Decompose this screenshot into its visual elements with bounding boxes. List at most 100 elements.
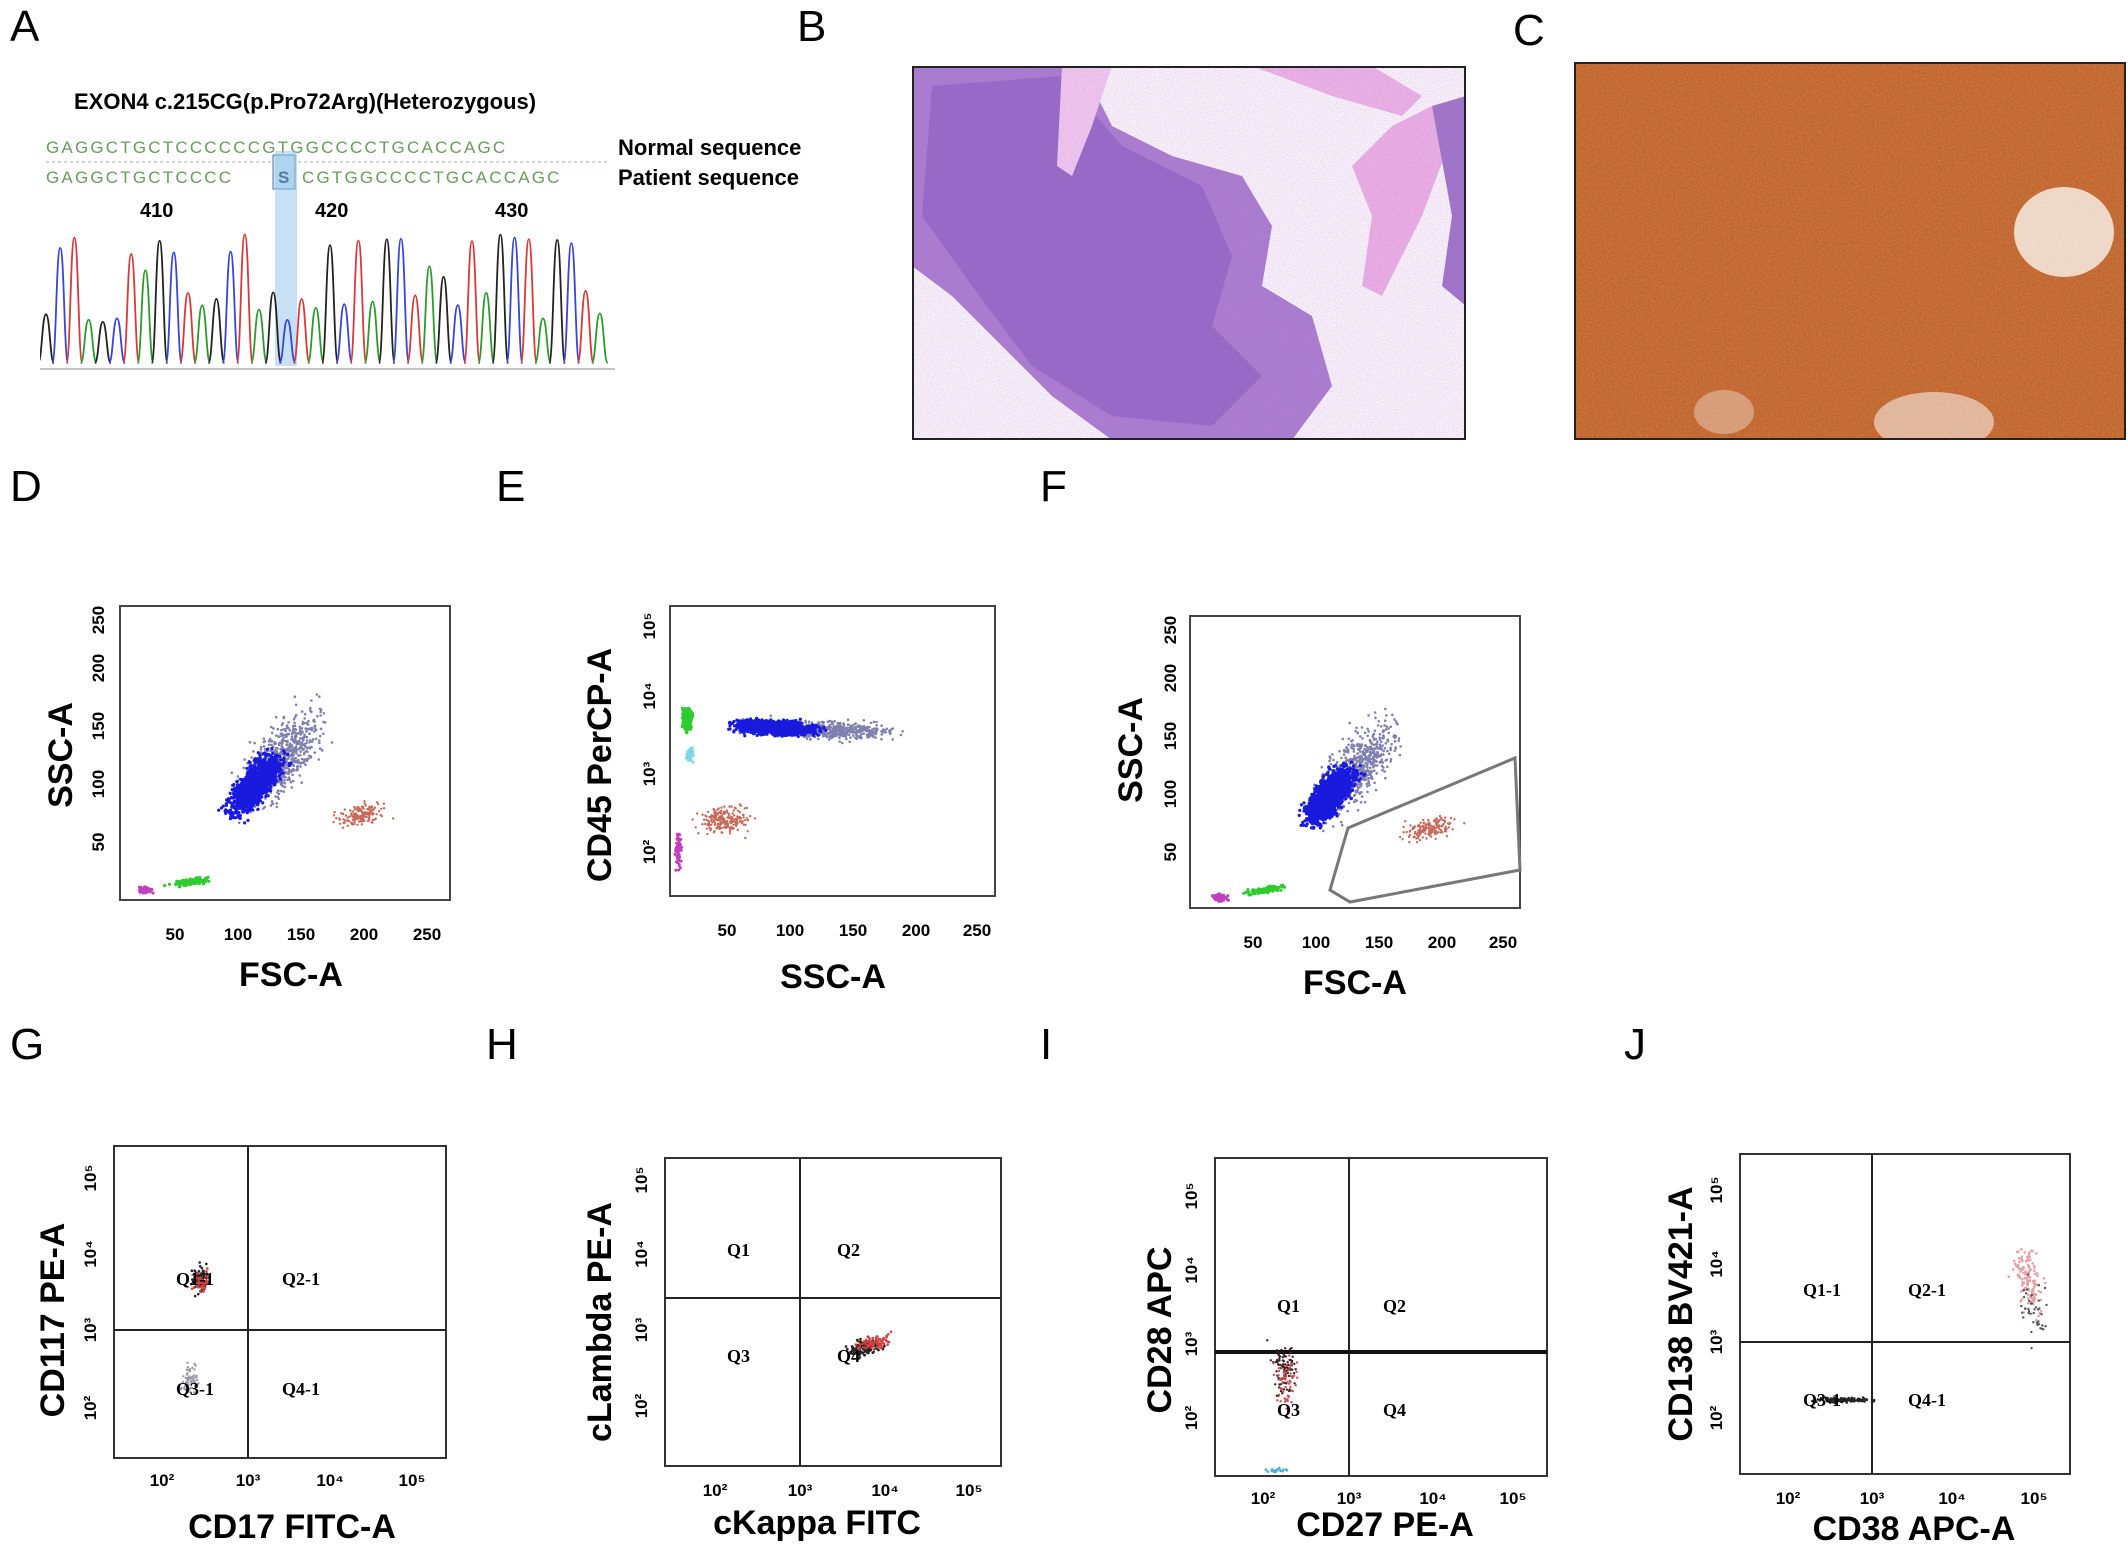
event-dot xyxy=(279,762,283,766)
event-dot xyxy=(836,722,840,725)
event-dot xyxy=(728,805,731,808)
trace-peak xyxy=(349,239,368,364)
event-dot xyxy=(263,747,267,751)
trace-peak xyxy=(306,307,325,364)
event-dot xyxy=(278,754,282,758)
panel-letter-b: B xyxy=(797,2,827,51)
event-dot xyxy=(294,756,298,760)
event-dot xyxy=(360,818,363,821)
event-dot xyxy=(264,794,268,798)
event-dot xyxy=(875,727,879,730)
trace-peak xyxy=(406,294,425,364)
event-dot xyxy=(279,758,283,762)
event-dot xyxy=(805,737,809,740)
event-dot xyxy=(143,891,147,895)
event-dot xyxy=(288,728,292,732)
event-dot xyxy=(838,740,841,743)
event-dot xyxy=(842,723,846,727)
event-dot xyxy=(261,779,266,783)
event-dot xyxy=(296,732,300,735)
event-dot xyxy=(264,765,268,769)
x-axis-title-d: FSC-A xyxy=(239,956,343,994)
event-dot xyxy=(236,805,241,810)
event-dot xyxy=(281,742,284,745)
trace-peak xyxy=(150,239,169,364)
event-dot xyxy=(299,745,302,748)
event-dot xyxy=(822,734,826,738)
event-dot xyxy=(796,729,800,733)
event-dot xyxy=(822,721,825,725)
event-dot xyxy=(885,727,889,731)
event-dot xyxy=(856,730,859,733)
event-dot xyxy=(318,741,321,745)
event-dot xyxy=(241,798,245,802)
panel-letter-d: D xyxy=(10,462,42,511)
event-dot xyxy=(251,793,255,797)
event-dot xyxy=(270,800,274,803)
event-dot xyxy=(258,768,262,772)
event-dot xyxy=(239,777,243,782)
event-dot xyxy=(872,735,875,739)
event-dot xyxy=(858,734,862,738)
event-dot xyxy=(289,780,293,784)
event-dot xyxy=(734,727,738,731)
event-dot xyxy=(232,815,236,819)
event-dot xyxy=(293,695,297,698)
event-dot xyxy=(313,751,317,754)
event-dot xyxy=(297,747,301,751)
event-dot xyxy=(274,715,278,719)
event-dot xyxy=(888,729,892,732)
event-dot xyxy=(305,730,308,733)
event-dot xyxy=(315,693,319,696)
event-dot xyxy=(277,773,282,777)
event-dot xyxy=(865,734,869,737)
event-dot xyxy=(804,721,808,724)
event-dot xyxy=(874,736,877,739)
event-dot xyxy=(266,794,270,798)
event-dot xyxy=(263,770,267,774)
event-dot xyxy=(689,724,693,729)
event-dot xyxy=(354,812,358,815)
event-dot xyxy=(198,881,202,885)
event-dot xyxy=(287,768,291,771)
event-dot xyxy=(798,717,802,721)
event-dot xyxy=(855,737,858,740)
event-dot xyxy=(267,743,271,747)
event-dot xyxy=(302,761,306,764)
event-dot xyxy=(246,796,250,800)
event-dot xyxy=(683,707,687,711)
event-dot xyxy=(241,782,245,786)
event-dot xyxy=(375,813,378,816)
event-dot xyxy=(365,815,368,819)
event-dot xyxy=(256,758,260,762)
event-dot xyxy=(863,727,867,730)
event-dot xyxy=(352,812,356,816)
event-dot xyxy=(244,775,248,779)
event-dot xyxy=(736,815,739,818)
event-dot xyxy=(857,724,860,727)
event-dot xyxy=(301,722,305,726)
event-dot xyxy=(308,732,311,735)
event-dot xyxy=(297,754,300,757)
event-dot xyxy=(778,720,782,724)
event-dot xyxy=(275,750,279,753)
trace-peak xyxy=(65,236,84,364)
event-dot xyxy=(242,785,246,789)
event-dot xyxy=(821,723,824,727)
event-dot xyxy=(291,758,294,761)
event-dot xyxy=(361,811,364,815)
event-dot xyxy=(728,727,732,731)
event-dot xyxy=(139,885,143,889)
chromatogram-peaks xyxy=(40,233,609,364)
event-dot xyxy=(300,742,303,746)
event-dot xyxy=(783,724,788,729)
event-dot xyxy=(274,795,277,798)
trace-peak xyxy=(377,238,396,364)
event-dot xyxy=(290,748,293,751)
event-dot xyxy=(852,731,856,734)
trace-peak xyxy=(221,250,240,364)
event-dot xyxy=(341,826,345,829)
event-dot xyxy=(255,792,259,796)
event-dot xyxy=(256,784,260,788)
event-dot xyxy=(706,810,710,814)
